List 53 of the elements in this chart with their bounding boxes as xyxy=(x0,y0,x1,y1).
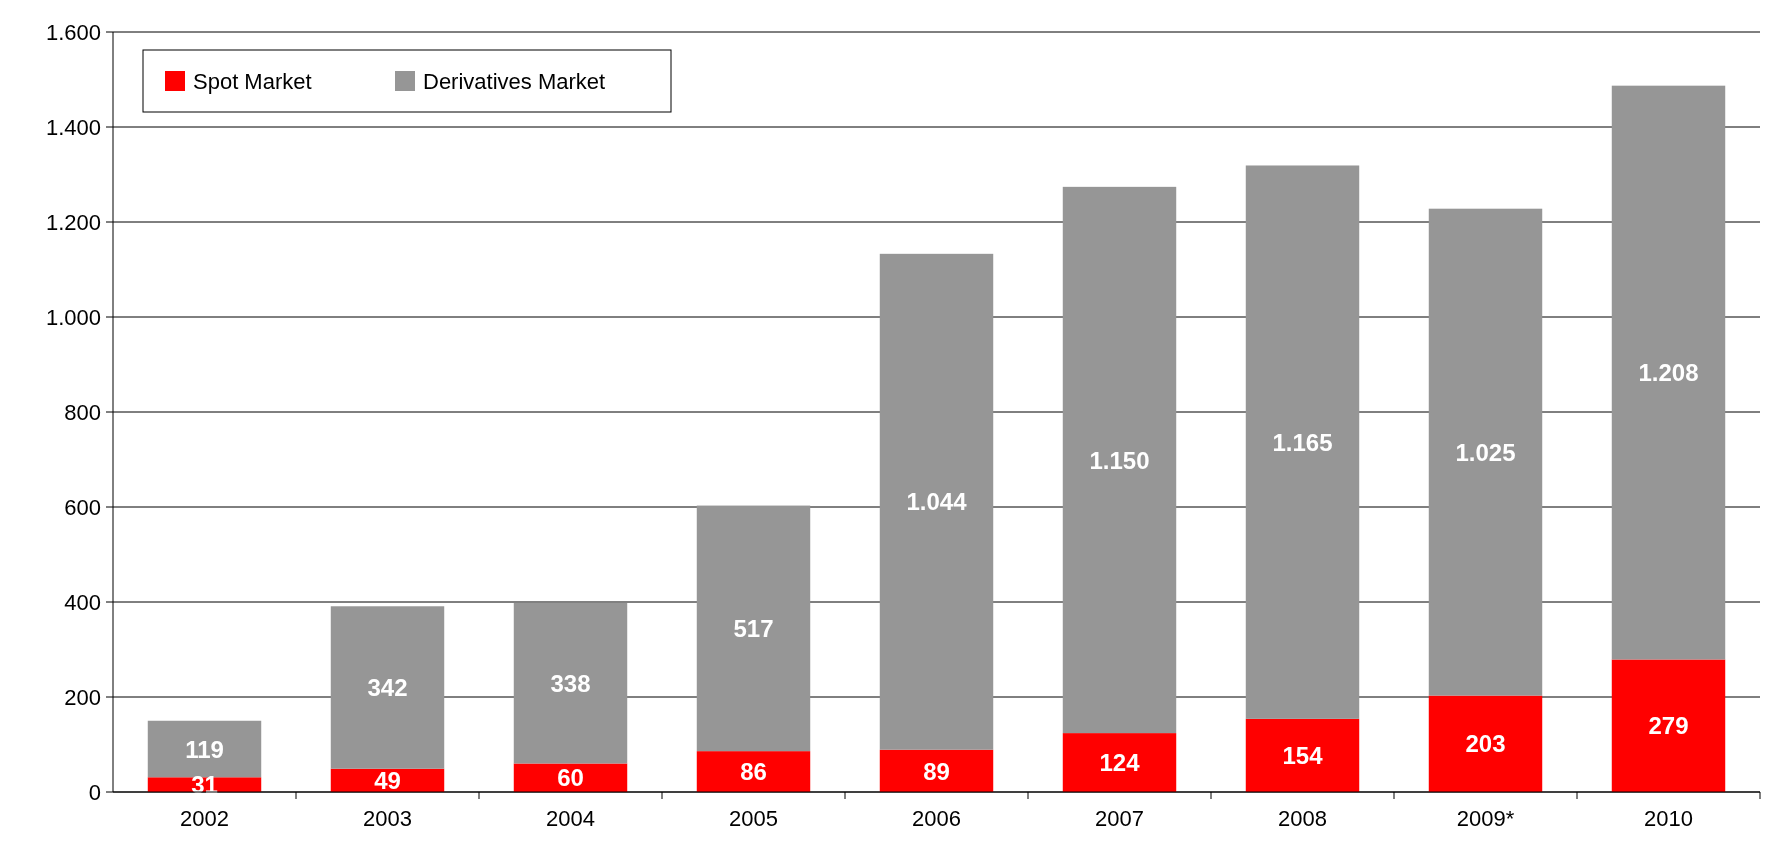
x-tick-label: 2008 xyxy=(1278,806,1327,831)
bar xyxy=(696,751,811,792)
bar xyxy=(1062,733,1177,792)
bar xyxy=(1245,165,1360,719)
data-label: 338 xyxy=(550,669,591,697)
legend-label: Derivatives Market xyxy=(423,68,606,94)
data-label: 342 xyxy=(367,674,408,702)
bar xyxy=(1428,208,1543,696)
y-tick-label: 1.200 xyxy=(45,209,101,235)
bar xyxy=(1611,85,1726,660)
y-tick-label: 200 xyxy=(64,684,101,710)
data-label: 517 xyxy=(733,615,774,642)
data-label: 89 xyxy=(923,757,950,785)
bar xyxy=(879,253,994,750)
data-label: 203 xyxy=(1465,730,1506,758)
y-tick-label: 1.400 xyxy=(45,114,101,140)
data-label: 154 xyxy=(1282,742,1324,770)
data-label: 1.044 xyxy=(906,488,968,516)
data-label: 1.208 xyxy=(1638,359,1699,387)
legend-label: Spot Market xyxy=(193,68,312,94)
data-label: 49 xyxy=(374,767,401,794)
y-tick-label: 0 xyxy=(88,779,101,805)
data-label: 124 xyxy=(1099,749,1141,777)
x-tick-label: 2004 xyxy=(546,806,595,831)
bar xyxy=(147,720,262,778)
data-label: 1.025 xyxy=(1455,438,1516,466)
data-label: 119 xyxy=(185,735,224,763)
x-tick-label: 2006 xyxy=(912,806,961,831)
x-tick-label: 2005 xyxy=(729,806,778,831)
bar xyxy=(1611,659,1726,792)
data-label: 1.165 xyxy=(1272,428,1333,456)
bar xyxy=(330,606,445,769)
data-label: 86 xyxy=(740,758,767,786)
y-tick-label: 600 xyxy=(64,494,101,520)
bar xyxy=(696,505,811,752)
data-label: 31 xyxy=(191,771,218,799)
bar xyxy=(1428,695,1543,792)
bar xyxy=(1245,718,1360,792)
y-tick-label: 400 xyxy=(64,589,101,615)
y-tick-label: 800 xyxy=(64,399,101,425)
bar xyxy=(513,602,628,764)
bar xyxy=(1062,186,1177,734)
x-tick-label: 2010 xyxy=(1644,806,1693,831)
x-tick-label: 2007 xyxy=(1095,806,1144,831)
data-label: 1.150 xyxy=(1089,446,1150,474)
bar xyxy=(879,749,994,792)
y-tick-label: 1.600 xyxy=(45,19,101,45)
data-label: 279 xyxy=(1648,712,1689,740)
data-label: 60 xyxy=(557,764,584,792)
x-tick-label: 2003 xyxy=(363,806,412,831)
x-tick-label: 2002 xyxy=(180,806,229,831)
x-tick-label: 2009* xyxy=(1456,806,1515,831)
y-tick-label: 1.000 xyxy=(45,304,101,330)
